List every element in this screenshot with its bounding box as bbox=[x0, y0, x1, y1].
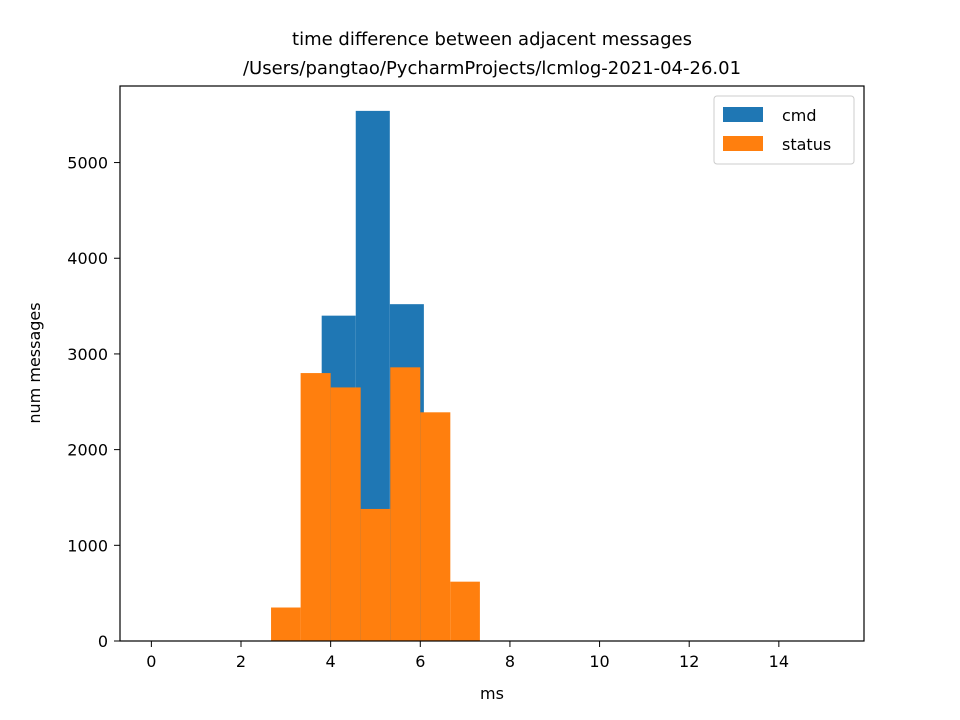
bar-status-6 bbox=[450, 581, 480, 641]
x-axis-ticks: 0 2 4 6 8 10 12 14 bbox=[146, 641, 789, 671]
bar-status-2 bbox=[330, 387, 361, 641]
x-tick-label: 4 bbox=[326, 652, 336, 671]
legend-swatch-cmd bbox=[723, 107, 763, 122]
x-tick-label: 2 bbox=[236, 652, 246, 671]
y-tick-label: 1000 bbox=[67, 536, 108, 555]
chart-title-line2: /Users/pangtao/PycharmProjects/lcmlog-20… bbox=[243, 58, 741, 79]
y-tick-label: 2000 bbox=[67, 441, 108, 460]
y-tick-label: 4000 bbox=[67, 249, 108, 268]
bar-status-0 bbox=[271, 607, 301, 641]
y-tick-label: 5000 bbox=[67, 154, 108, 173]
bar-status-4 bbox=[390, 367, 421, 641]
legend: cmd status bbox=[713, 95, 855, 165]
legend-label-status: status bbox=[782, 135, 831, 154]
chart-title: time difference between adjacent message… bbox=[243, 29, 741, 79]
y-axis-label: num messages bbox=[25, 302, 44, 423]
chart-title-line1: time difference between adjacent message… bbox=[292, 29, 692, 50]
bar-status-1 bbox=[300, 373, 331, 641]
legend-swatch-status bbox=[723, 136, 763, 151]
bars-layer bbox=[271, 110, 480, 641]
x-tick-label: 12 bbox=[679, 652, 699, 671]
x-axis-label: ms bbox=[480, 684, 504, 703]
bar-status-3 bbox=[360, 508, 391, 641]
bar-status-5 bbox=[420, 412, 451, 641]
y-tick-label: 0 bbox=[98, 632, 108, 651]
x-tick-label: 8 bbox=[505, 652, 515, 671]
x-tick-label: 14 bbox=[769, 652, 789, 671]
legend-label-cmd: cmd bbox=[782, 106, 817, 125]
y-tick-label: 3000 bbox=[67, 345, 108, 364]
x-tick-label: 6 bbox=[415, 652, 425, 671]
x-tick-label: 0 bbox=[146, 652, 156, 671]
y-axis-ticks: 0 1000 2000 3000 4000 5000 bbox=[67, 154, 120, 651]
x-tick-label: 10 bbox=[589, 652, 609, 671]
plot-frame bbox=[119, 85, 865, 642]
